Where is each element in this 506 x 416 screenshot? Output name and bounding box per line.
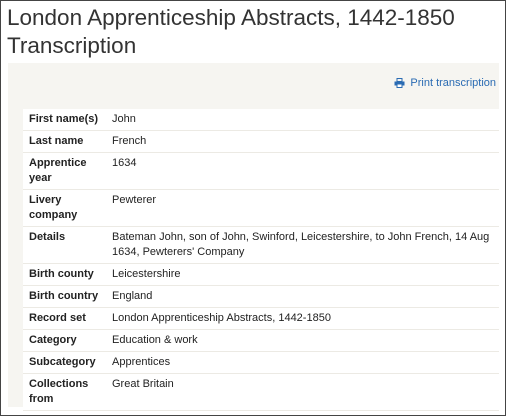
detail-row: Apprentice year 1634 [23,152,499,190]
field-label: Record set [23,307,106,330]
title-line: London Apprenticeship Abstracts, 1442-18… [7,5,455,30]
detail-row: Collections from Great Britain [23,373,499,411]
detail-row: First name(s) John [23,109,499,131]
field-label: Last name [23,130,106,153]
detail-row: Details Bateman John, son of John, Swinfo… [23,226,499,264]
field-label: First name(s) [23,109,106,131]
page-title: London Apprenticeship Abstracts, 1442-18… [7,4,455,60]
detail-row: Record set London Apprenticeship Abstract… [23,307,499,330]
title-line: Transcription [7,33,137,58]
detail-row: Subcategory Apprentices [23,351,499,374]
field-value: Education & work [106,329,499,352]
field-value: John [106,109,499,131]
detail-row: Category Education & work [23,329,499,352]
detail-row: Birth country England [23,285,499,308]
field-label: Collections from [23,373,106,411]
details-table: First name(s) John Last name French Apprenti… [23,109,499,411]
field-value: 1634 [106,152,499,190]
field-value: Bateman John, son of John, Swinford, Lei… [106,226,499,264]
field-label: Category [23,329,106,352]
field-value: French [106,130,499,153]
field-value: Apprentices [106,351,499,374]
field-label: Subcategory [23,351,106,374]
field-label: Apprentice year [23,152,106,190]
field-label: Livery company [23,189,106,227]
detail-row: Last name French [23,130,499,153]
printer-icon [394,78,405,88]
field-value: Leicestershire [106,263,499,286]
detail-row: Birth county Leicestershire [23,263,499,286]
field-label: Birth county [23,263,106,286]
field-label: Details [23,226,106,264]
field-value: Pewterer [106,189,499,227]
field-label: Birth country [23,285,106,308]
print-label[interactable]: Print transcription [410,77,496,89]
field-value: Great Britain [106,373,499,411]
transcription-panel: Print transcription First name(s) John Las… [8,63,499,411]
field-value: England [106,285,499,308]
field-value: London Apprenticeship Abstracts, 1442-18… [106,307,499,330]
print-link[interactable]: Print transcription [394,77,496,89]
detail-row: Livery company Pewterer [23,189,499,227]
